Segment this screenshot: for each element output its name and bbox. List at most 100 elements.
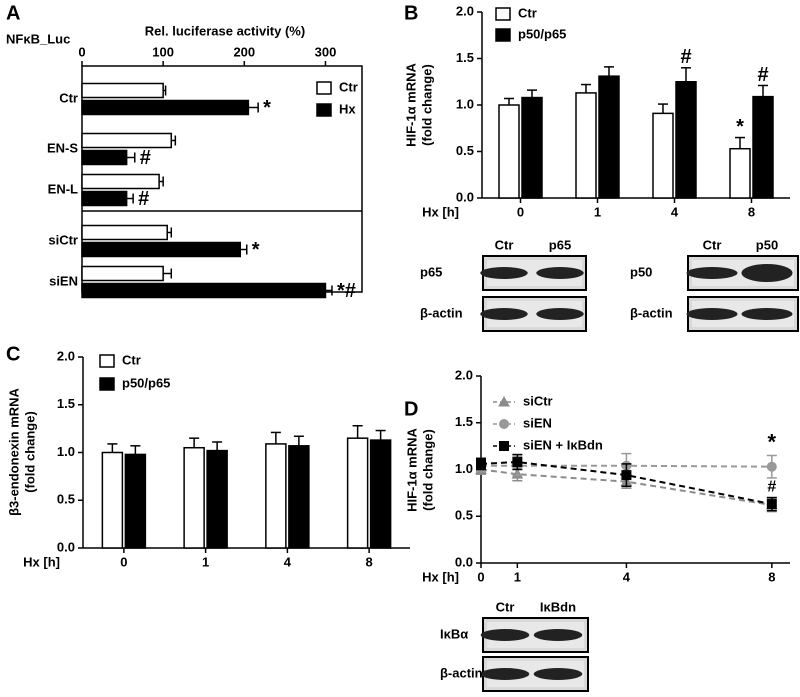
chart-title: NFκB_Luc — [6, 31, 70, 46]
bar — [81, 282, 327, 299]
legend-swatch — [495, 7, 511, 21]
legend-swatch — [316, 103, 332, 117]
bar — [288, 445, 310, 549]
lane-label: p65 — [549, 237, 571, 252]
x-tick-label: 100 — [152, 44, 174, 59]
marker — [499, 441, 509, 451]
legend-swatch — [99, 354, 115, 368]
marker — [476, 458, 486, 469]
category-label: Ctr — [59, 90, 78, 105]
x-tick-label: 0 — [78, 44, 85, 59]
blot-band — [536, 308, 584, 320]
y-axis-label: HIF-1α mRNA — [403, 62, 418, 146]
y-tick-label: 0.0 — [57, 539, 75, 554]
y-tick-label: 0.5 — [456, 143, 474, 158]
legend-swatch — [99, 377, 115, 391]
category-label: EN-L — [48, 181, 78, 196]
y-tick-label: 1.0 — [456, 96, 474, 111]
legend-label: Hx — [339, 101, 356, 116]
y-axis-label: HIF-1α mRNA — [404, 427, 419, 511]
y-axis-label: (fold change) — [420, 429, 435, 511]
bar — [81, 132, 173, 149]
significance-mark: * — [768, 429, 777, 454]
significance-mark: * — [263, 97, 271, 119]
bar — [206, 449, 228, 549]
x-tick-label: 8 — [768, 569, 775, 584]
row-label: IκBα — [440, 626, 468, 641]
blot-band — [686, 267, 738, 279]
series-line — [480, 461, 773, 506]
panel-label: B — [404, 2, 418, 24]
blot-band — [741, 264, 793, 282]
y-tick-label: 2.0 — [57, 348, 75, 363]
bar — [729, 147, 751, 199]
y-tick-label: 0.5 — [455, 508, 473, 523]
bar — [575, 92, 597, 199]
x-tick-label: 200 — [233, 44, 255, 59]
y-axis-label: β3-endonexin mRNA — [6, 387, 21, 515]
lane-label: IκBdn — [540, 599, 576, 614]
y-axis-label: (fold change) — [419, 64, 434, 146]
bar — [101, 451, 124, 549]
blot-band — [480, 267, 528, 279]
y-tick-label: 1.0 — [57, 444, 75, 459]
bar — [81, 241, 242, 258]
blot-band — [480, 668, 530, 680]
marker — [498, 395, 510, 407]
bar — [81, 99, 250, 116]
legend-swatch — [316, 81, 332, 95]
y-tick-label: 1.5 — [455, 414, 473, 429]
x-tick-label: 4 — [623, 569, 631, 584]
y-tick-label: 2.0 — [456, 3, 474, 18]
marker — [766, 499, 777, 510]
marker — [499, 419, 509, 429]
bar — [124, 453, 147, 549]
x-tick-label: 8 — [366, 554, 373, 569]
x-axis-label: Rel. luciferase activity (%) — [145, 23, 305, 38]
y-tick-label: 2.0 — [455, 367, 473, 382]
bar — [81, 173, 160, 190]
bar — [752, 95, 774, 199]
x-tick-label: 0 — [517, 204, 524, 219]
y-tick-label: 0.5 — [57, 492, 75, 507]
lane-label: p50 — [756, 237, 778, 252]
x-tick-label: 1 — [202, 554, 209, 569]
significance-mark: *# — [337, 280, 356, 302]
bar — [265, 443, 287, 549]
x-tick-label: 4 — [671, 204, 679, 219]
x-axis-label: Hx [h] — [422, 569, 459, 584]
lane-label: Ctr — [703, 237, 722, 252]
row-label: β-actin — [440, 665, 483, 680]
blot-band — [533, 668, 583, 680]
bar — [369, 439, 392, 549]
y-tick-label: 1.5 — [57, 396, 75, 411]
x-tick-label: 8 — [748, 204, 755, 219]
legend-label: p50/p65 — [122, 375, 170, 390]
legend-label: Ctr — [122, 352, 141, 367]
significance-mark: # — [767, 478, 776, 495]
bar — [498, 104, 520, 199]
bar — [652, 112, 674, 199]
bar — [521, 96, 543, 199]
category-label: siCtr — [48, 232, 78, 247]
category-label: siEN — [49, 273, 78, 288]
legend-label: Ctr — [339, 79, 358, 94]
blot-band — [480, 629, 530, 641]
x-tick-label: 1 — [594, 204, 601, 219]
legend-swatch — [495, 28, 511, 42]
row-label: p65 — [420, 264, 442, 279]
bar — [81, 224, 168, 241]
legend-label: p50/p65 — [518, 26, 566, 41]
legend-label: siEN + IκBdn — [523, 437, 603, 452]
bar — [81, 82, 164, 99]
bar — [81, 265, 164, 282]
legend-label: siEN — [523, 415, 552, 430]
x-axis-label: Hx [h] — [422, 204, 459, 219]
y-tick-label: 1.5 — [456, 50, 474, 65]
blot-band — [536, 267, 584, 279]
x-tick-label: 1 — [514, 569, 521, 584]
significance-mark: # — [138, 188, 149, 210]
significance-mark: * — [736, 116, 744, 138]
panel-label: C — [6, 343, 20, 365]
